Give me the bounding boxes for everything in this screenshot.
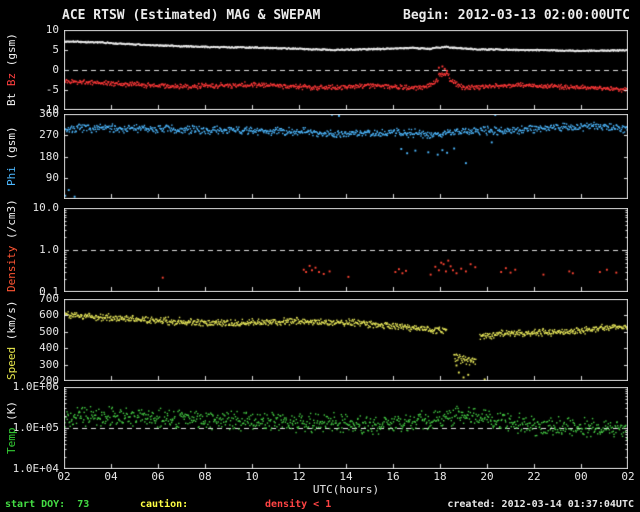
panel-phi [64,114,628,199]
x-tick-label: 12 [292,470,305,483]
ace-rtsw-plot: ACE RTSW (Estimated) MAG & SWEPAM Begin:… [0,0,640,512]
plot-canvas-speed [64,299,628,381]
y-axis-label-density: Density (/cm3) [5,208,20,292]
x-tick-label: 22 [527,470,540,483]
footer-start-doy: start DOY: 73 [5,499,89,510]
footer-created-timestamp: created: 2012-03-14 01:37:04UTC [447,499,634,510]
x-tick-label: 20 [480,470,493,483]
x-tick-label: 14 [339,470,352,483]
y-axis-label-part: (gsm) [5,34,18,67]
footer-caution-value: density < 1 [265,499,331,510]
panel-bt-bz [64,30,628,110]
y-axis-label-part: Speed [5,347,18,380]
plot-canvas-density [64,208,628,292]
y-axis-label-phi: Phi (gsm) [5,114,20,199]
y-axis-label-speed: Speed (km/s) [5,299,20,381]
x-tick-label: 08 [198,470,211,483]
x-tick-label: 02 [621,470,634,483]
y-axis-label-part: (km/s) [5,300,18,340]
panel-temp [64,387,628,469]
footer-caution-label: caution: [140,499,188,510]
y-axis-label-part: Phi [5,166,18,186]
plot-canvas-bt-bz [64,30,628,110]
x-tick-label: 00 [574,470,587,483]
y-axis-label-part: (gsm) [5,127,18,160]
x-axis-title: UTC(hours) [313,483,379,496]
x-tick-label: 02 [57,470,70,483]
plot-canvas-temp [64,387,628,469]
plot-canvas-phi [64,114,628,199]
chart-area: 1050-5-10Bt Bz (gsm)36027018090Phi (gsm)… [0,0,640,512]
y-axis-label-temp: Temp (K) [5,387,20,469]
panel-speed [64,299,628,381]
y-axis-label-part: (/cm3) [5,199,18,239]
x-tick-label: 10 [245,470,258,483]
x-tick-label: 04 [104,470,117,483]
panel-density [64,208,628,292]
y-axis-label-part: Density [5,246,18,292]
y-axis-label-part: Bt [5,93,18,106]
y-axis-label-bt-bz: Bt Bz (gsm) [5,30,20,110]
x-tick-label: 18 [433,470,446,483]
x-tick-label: 06 [151,470,164,483]
y-axis-label-part: Bz [5,73,18,86]
y-axis-label-part: Temp [5,428,18,455]
y-axis-label-part: (K) [5,402,18,422]
x-tick-label: 16 [386,470,399,483]
